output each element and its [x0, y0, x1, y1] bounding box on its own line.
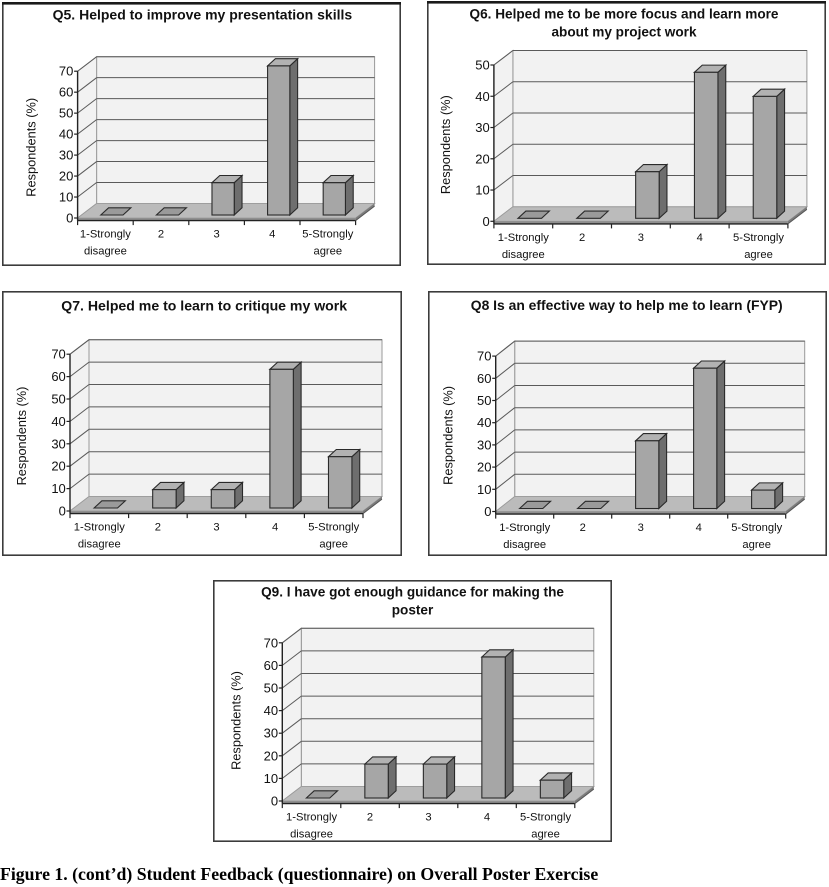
svg-text:0: 0: [66, 211, 73, 226]
svg-text:40: 40: [477, 415, 491, 430]
svg-text:20: 20: [264, 748, 278, 763]
svg-text:2: 2: [580, 522, 586, 534]
svg-text:0: 0: [271, 794, 278, 809]
svg-text:agree: agree: [531, 829, 560, 841]
svg-text:Respondents (%): Respondents (%): [24, 98, 39, 197]
svg-text:4: 4: [696, 522, 702, 534]
svg-text:30: 30: [477, 437, 491, 452]
svg-text:2: 2: [158, 229, 164, 241]
svg-text:10: 10: [51, 481, 65, 496]
svg-text:3: 3: [213, 522, 219, 534]
svg-text:30: 30: [264, 726, 278, 741]
svg-text:4: 4: [272, 522, 278, 534]
svg-text:4: 4: [269, 229, 275, 241]
svg-text:3: 3: [638, 522, 644, 534]
svg-text:30: 30: [475, 120, 489, 135]
svg-text:10: 10: [477, 482, 491, 497]
svg-text:Q6. Helped me to be more focus: Q6. Helped me to be more focus and learn…: [470, 7, 779, 22]
svg-text:disagree: disagree: [502, 249, 545, 261]
svg-text:20: 20: [477, 460, 491, 475]
svg-text:1-Strongly: 1-Strongly: [80, 229, 131, 241]
svg-text:40: 40: [51, 414, 65, 429]
svg-text:3: 3: [638, 232, 644, 244]
svg-text:Q7. Helped me to learn to crit: Q7. Helped me to learn to critique my wo…: [61, 298, 347, 314]
svg-text:Respondents (%): Respondents (%): [440, 386, 455, 485]
svg-text:40: 40: [475, 89, 489, 104]
svg-text:Respondents (%): Respondents (%): [228, 671, 243, 770]
svg-text:2: 2: [579, 232, 585, 244]
svg-text:20: 20: [475, 151, 489, 166]
svg-text:5-Strongly: 5-Strongly: [731, 522, 782, 534]
svg-text:2: 2: [155, 522, 161, 534]
svg-text:Respondents (%): Respondents (%): [438, 95, 453, 194]
svg-text:5-Strongly: 5-Strongly: [520, 812, 571, 824]
svg-text:4: 4: [484, 812, 490, 824]
svg-text:4: 4: [697, 232, 703, 244]
svg-text:Q9. I have got enough guidance: Q9. I have got enough guidance for makin…: [261, 585, 564, 600]
svg-text:60: 60: [59, 85, 73, 100]
svg-text:agree: agree: [742, 539, 771, 551]
svg-text:poster: poster: [392, 602, 434, 617]
svg-text:50: 50: [264, 681, 278, 696]
svg-text:1-Strongly: 1-Strongly: [286, 812, 337, 824]
svg-text:30: 30: [51, 436, 65, 451]
svg-text:0: 0: [482, 214, 489, 229]
svg-text:Q8 Is an effective way to help: Q8 Is an effective way to help me to lea…: [471, 297, 783, 313]
svg-text:70: 70: [59, 64, 73, 79]
svg-text:disagree: disagree: [84, 246, 127, 258]
svg-text:60: 60: [477, 371, 491, 386]
svg-text:70: 70: [477, 349, 491, 364]
svg-text:agree: agree: [744, 249, 773, 261]
svg-text:10: 10: [59, 190, 73, 205]
svg-text:1-Strongly: 1-Strongly: [499, 522, 550, 534]
svg-text:disagree: disagree: [503, 539, 546, 551]
svg-text:1-Strongly: 1-Strongly: [498, 232, 549, 244]
svg-text:10: 10: [475, 183, 489, 198]
svg-text:50: 50: [477, 393, 491, 408]
svg-text:agree: agree: [313, 246, 342, 258]
svg-text:30: 30: [59, 148, 73, 163]
svg-text:50: 50: [59, 106, 73, 121]
svg-text:3: 3: [425, 812, 431, 824]
svg-text:disagree: disagree: [78, 539, 121, 551]
svg-text:Respondents (%): Respondents (%): [14, 387, 29, 486]
svg-text:about my project work: about my project work: [551, 24, 696, 39]
svg-text:5-Strongly: 5-Strongly: [302, 229, 353, 241]
svg-text:40: 40: [59, 127, 73, 142]
svg-text:disagree: disagree: [290, 829, 333, 841]
svg-text:3: 3: [213, 229, 219, 241]
svg-text:70: 70: [51, 347, 65, 362]
svg-text:Q5. Helped to improve my prese: Q5. Helped to improve my presentation sk…: [53, 7, 353, 23]
svg-text:agree: agree: [319, 539, 348, 551]
svg-text:5-Strongly: 5-Strongly: [308, 522, 359, 534]
svg-text:50: 50: [475, 58, 489, 73]
svg-text:20: 20: [59, 169, 73, 184]
svg-text:2: 2: [367, 812, 373, 824]
svg-text:1-Strongly: 1-Strongly: [74, 522, 125, 534]
svg-text:60: 60: [51, 369, 65, 384]
svg-text:70: 70: [264, 635, 278, 650]
svg-text:50: 50: [51, 392, 65, 407]
svg-text:40: 40: [264, 703, 278, 718]
svg-text:0: 0: [59, 504, 66, 519]
svg-text:20: 20: [51, 459, 65, 474]
svg-text:10: 10: [264, 771, 278, 786]
svg-text:60: 60: [264, 658, 278, 673]
svg-text:0: 0: [484, 504, 491, 519]
svg-text:5-Strongly: 5-Strongly: [733, 232, 784, 244]
